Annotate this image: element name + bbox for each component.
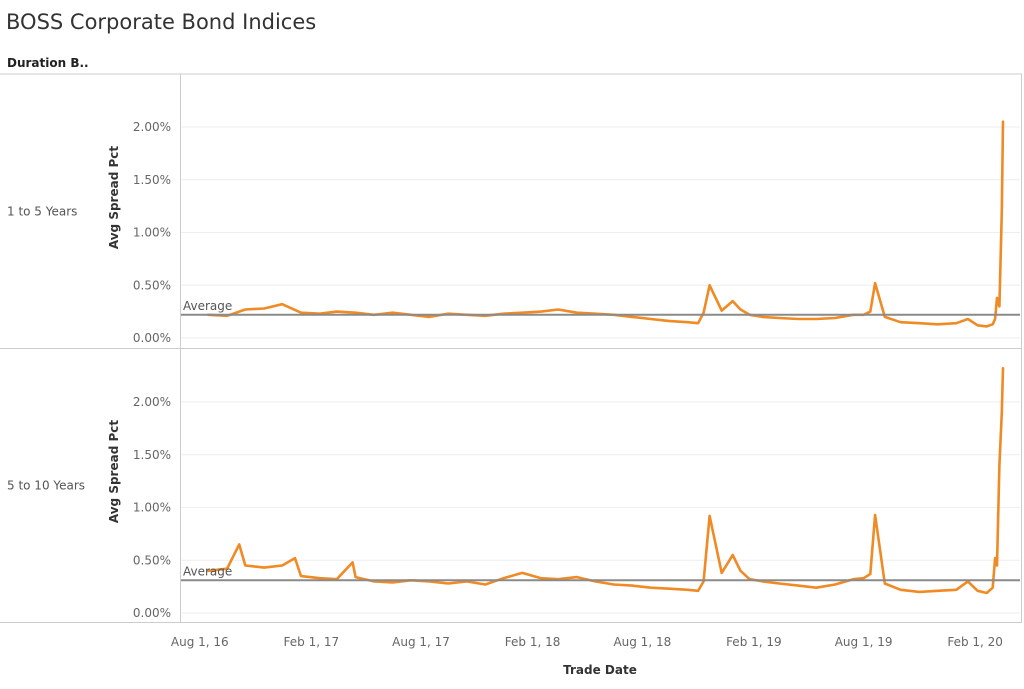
y-tick-label: 0.50%	[133, 553, 171, 567]
series-line	[207, 366, 1005, 595]
x-tick-label: Aug 1, 17	[392, 635, 450, 649]
page-title: BOSS Corporate Bond Indices	[6, 10, 317, 34]
y-axis-label: Avg Spread Pct	[107, 146, 121, 250]
series-line	[207, 120, 1005, 328]
y-tick-label: 0.50%	[133, 278, 171, 292]
y-tick-label: 2.00%	[133, 395, 171, 409]
x-tick-label: Aug 1, 19	[835, 635, 893, 649]
y-tick-label: 1.50%	[133, 173, 171, 187]
column-header-duration[interactable]: Duration B..	[7, 56, 89, 70]
row-label: 1 to 5 Years	[7, 205, 77, 219]
row-label: 5 to 10 Years	[7, 479, 85, 493]
y-tick-label: 0.00%	[133, 606, 171, 620]
x-axis-label: Trade Date	[563, 663, 637, 677]
y-tick-label: 1.00%	[133, 501, 171, 515]
average-label: Average	[183, 299, 232, 313]
y-tick-label: 1.50%	[133, 448, 171, 462]
average-label: Average	[183, 564, 232, 578]
y-tick-label: 1.00%	[133, 226, 171, 240]
y-tick-label: 2.00%	[133, 120, 171, 134]
y-axis-label: Avg Spread Pct	[107, 420, 121, 524]
x-tick-label: Aug 1, 16	[171, 635, 229, 649]
y-tick-label: 0.00%	[133, 331, 171, 345]
x-tick-label: Feb 1, 19	[726, 635, 782, 649]
x-tick-label: Feb 1, 20	[947, 635, 1003, 649]
x-tick-label: Aug 1, 18	[613, 635, 671, 649]
x-tick-label: Feb 1, 18	[505, 635, 561, 649]
x-tick-label: Feb 1, 17	[284, 635, 340, 649]
